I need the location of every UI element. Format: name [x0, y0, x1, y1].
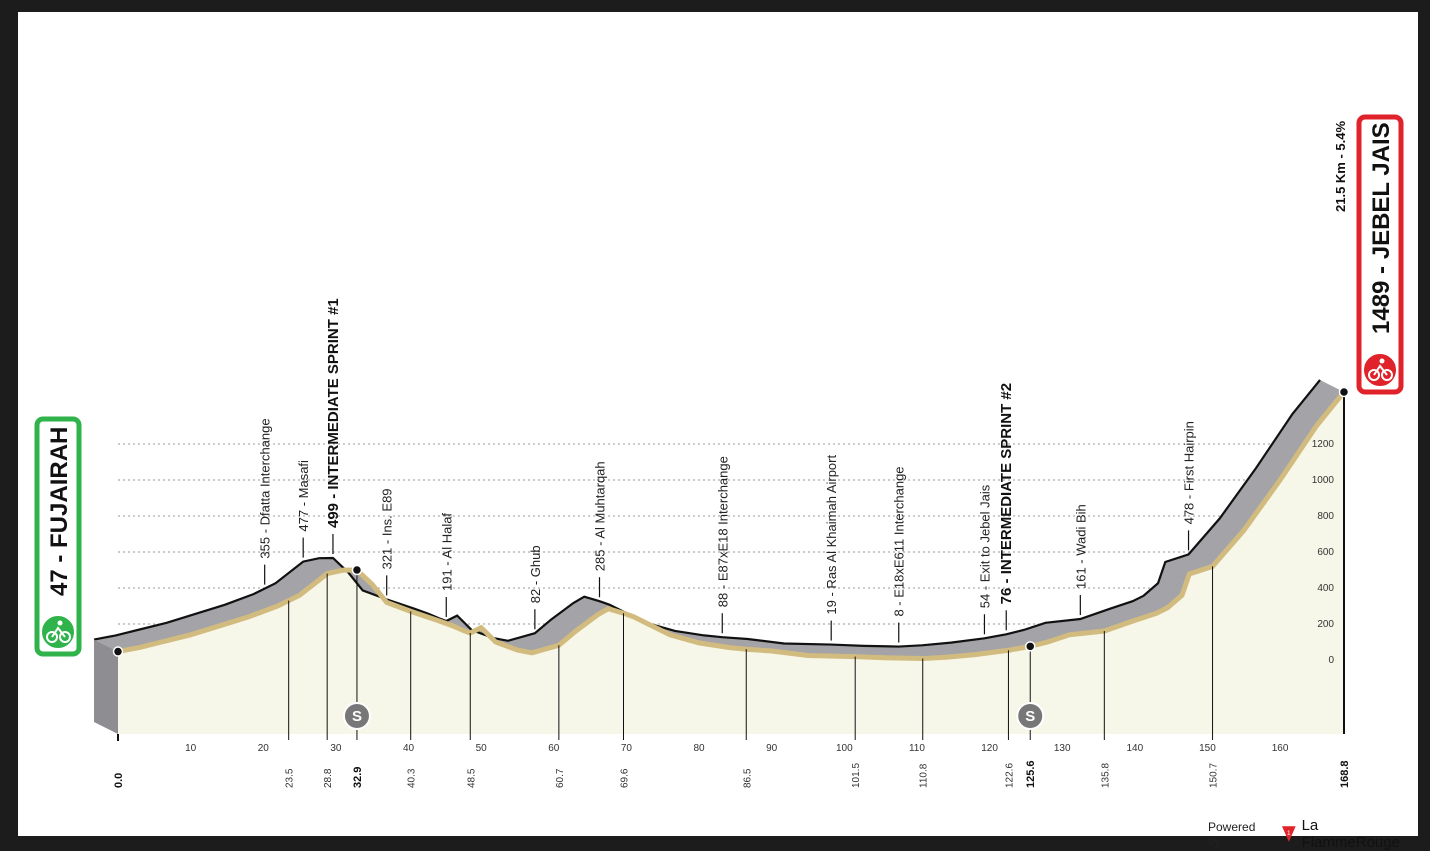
km-label: 125.6	[1025, 760, 1037, 788]
km-label: 32.9	[352, 767, 364, 788]
distance-tick-label: 150	[1199, 743, 1216, 754]
start-badge: 47 - FUJAIRAH	[34, 416, 82, 657]
sprint-icon	[342, 702, 371, 730]
profile-start-wall	[94, 639, 118, 734]
finish-dot	[1338, 386, 1350, 398]
sprint-icon	[1016, 702, 1045, 730]
powered-by: Powered by 1 La FlammeRouge	[1208, 817, 1418, 851]
waypoint-label: 54 - Exit to Jebel Jais	[977, 484, 992, 608]
distance-tick-label: 10	[185, 743, 197, 754]
distance-tick-label: 140	[1126, 743, 1143, 754]
waypoint-label: 76 - INTERMEDIATE SPRINT #2	[998, 383, 1015, 604]
waypoint-label: 8 - E18xE611 Interchange	[892, 466, 907, 616]
distance-tick-label: 110	[909, 743, 925, 754]
profile-road-line	[117, 390, 1346, 662]
distance-tick-label: 50	[476, 743, 488, 754]
start-label: 47 - FUJAIRAH	[46, 427, 73, 596]
profile-area	[118, 392, 1344, 734]
distance-tick-label: 20	[258, 743, 270, 754]
waypoint-label: 82 - Ghub	[528, 545, 543, 603]
waypoint-label: 499 - INTERMEDIATE SPRINT #1	[325, 298, 342, 528]
distance-tick-label: 80	[693, 743, 705, 754]
km-label: 28.8	[323, 768, 334, 788]
sprint-icon-letter: S	[352, 708, 362, 725]
svg-text:1: 1	[1287, 830, 1291, 837]
finish-badge: 1489 - JEBEL JAIS	[1356, 114, 1404, 395]
start-dot	[112, 646, 124, 657]
stage-profile-frame: 0 200 400 600 800 1000 1200 355 - Dfatta Inter…	[18, 12, 1418, 851]
altitude-tick-label: 0	[1328, 655, 1334, 666]
altitude-tick-label: 400	[1317, 583, 1334, 594]
distance-tick-label: 30	[330, 743, 342, 754]
km-label: 60.7	[555, 768, 566, 788]
waypoint-label: 161 - Wadi Bih	[1073, 504, 1088, 589]
altitude-tick-label: 1200	[1312, 439, 1335, 450]
km-label: 69.6	[620, 768, 631, 788]
altitude-tick-label: 800	[1317, 511, 1334, 522]
altitude-tick-label: 600	[1317, 547, 1334, 558]
distance-tick-label: 40	[403, 743, 415, 754]
km-label: 101.5	[851, 763, 862, 788]
km-label: 0.0	[113, 773, 125, 788]
altitude-tick-label: 1000	[1312, 475, 1335, 486]
km-label: 40.3	[407, 768, 418, 788]
waypoint-label: 321 - Ins. E89	[380, 488, 395, 569]
flame-rouge-logo-icon: 1	[1281, 826, 1296, 842]
distance-tick-label: 60	[548, 743, 560, 754]
altitude-tick-label: 200	[1317, 619, 1334, 630]
waypoint-label: 191 - Al Halaf	[439, 513, 454, 591]
climb-label: 21.5 Km - 5.4%	[1333, 121, 1348, 212]
sprint-dot	[1024, 641, 1036, 652]
waypoint-label: 355 - Dfatta Interchange	[258, 418, 273, 558]
distance-tick-label: 90	[766, 743, 778, 754]
powered-by-text: Powered by	[1208, 820, 1256, 848]
km-label: 135.8	[1100, 763, 1111, 788]
km-label: 110.8	[919, 763, 930, 788]
waypoint-label: 285 - Al Muhtarqah	[593, 461, 608, 571]
km-label: 48.5	[466, 768, 477, 788]
distance-tick-label: 120	[981, 743, 998, 754]
profile-ridge-line	[93, 379, 1321, 648]
km-label: 23.5	[285, 768, 296, 788]
distance-tick-label: 160	[1272, 743, 1289, 754]
stage-profile-chart: 0 200 400 600 800 1000 1200 355 - Dfatta Inter…	[34, 114, 1404, 788]
sprint-icon-letter: S	[1025, 708, 1035, 725]
sprint-dot	[351, 564, 363, 576]
km-label: 86.5	[742, 768, 753, 788]
cyclist-icon	[40, 614, 76, 650]
km-label: 122.6	[1004, 763, 1015, 788]
km-label: 168.8	[1339, 760, 1351, 788]
cyclist-icon	[1362, 352, 1398, 388]
waypoint-label: 477 - Masafi	[296, 460, 311, 532]
waypoint-label: 19 - Ras Al Khaimah Airport	[824, 455, 839, 615]
distance-tick-label: 70	[621, 743, 633, 754]
waypoint-label: 88 - E87xE18 Interchange	[715, 456, 730, 607]
waypoint-label: 478 - First Hairpin	[1182, 421, 1197, 524]
distance-tick-label: 130	[1054, 743, 1071, 754]
finish-label: 1489 - JEBEL JAIS	[1368, 122, 1395, 334]
km-label: 150.7	[1209, 763, 1220, 788]
distance-tick-label: 100	[836, 743, 853, 754]
